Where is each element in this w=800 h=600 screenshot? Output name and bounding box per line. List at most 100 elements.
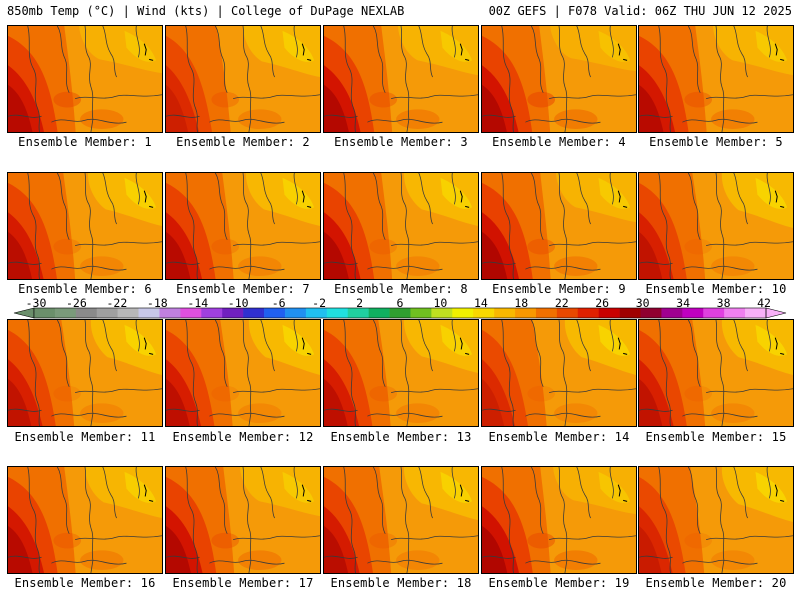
colorbar-swatch <box>577 308 599 318</box>
colorbar-tick-label: 6 <box>396 296 404 310</box>
colorbar-tick-label: -30 <box>25 296 47 310</box>
colorbar-swatch <box>452 308 474 318</box>
ensemble-member-map <box>323 466 479 574</box>
colorbar-swatch <box>640 308 662 318</box>
colorbar-swatch <box>410 308 432 318</box>
ensemble-member-map <box>165 319 321 427</box>
colorbar-swatch <box>724 308 746 318</box>
ensemble-member-label: Ensemble Member: 7 <box>176 282 310 296</box>
colorbar-tick-label: 10 <box>433 296 448 310</box>
colorbar-tick-label: -18 <box>146 296 168 310</box>
colorbar-swatch <box>661 308 683 318</box>
colorbar-tick-label: -22 <box>106 296 128 310</box>
ensemble-member-label: Ensemble Member: 8 <box>334 282 468 296</box>
ensemble-member-map <box>481 319 637 427</box>
ensemble-member-map <box>481 172 637 280</box>
colorbar-swatch <box>431 308 453 318</box>
ensemble-member-label: Ensemble Member: 16 <box>14 576 156 590</box>
ensemble-member-map <box>7 466 163 574</box>
ensemble-member-label: Ensemble Member: 9 <box>492 282 626 296</box>
colorbar-swatch <box>138 308 160 318</box>
ensemble-member-map <box>165 25 321 133</box>
ensemble-member-map <box>165 466 321 574</box>
colorbar-swatch <box>535 308 558 318</box>
ensemble-member-map <box>481 466 637 574</box>
ensemble-member-label: Ensemble Member: 13 <box>330 430 472 444</box>
ensemble-member-label: Ensemble Member: 10 <box>645 282 787 296</box>
colorbar-swatch <box>54 308 77 318</box>
colorbar-tick-label: -6 <box>271 296 286 310</box>
colorbar-tick-label: 38 <box>716 296 731 310</box>
ensemble-member-map <box>165 172 321 280</box>
colorbar-swatch <box>34 308 56 318</box>
ensemble-member-label: Ensemble Member: 5 <box>649 135 783 149</box>
colorbar-swatch <box>619 308 641 318</box>
colorbar-swatch <box>494 308 516 318</box>
ensemble-member-label: Ensemble Member: 12 <box>172 430 314 444</box>
colorbar-swatch <box>515 308 537 318</box>
ensemble-member-label: Ensemble Member: 1 <box>18 135 152 149</box>
chart-title: 850mb Temp (°C) | Wind (kts) | College o… <box>7 4 405 18</box>
ensemble-member-map <box>638 319 794 427</box>
colorbar-tick-labels: -30 -26 -22 -18 -14 -10 -6 -2 2 6 10 14 18 22 26 30 34 38… <box>0 297 800 310</box>
colorbar-min-arrow <box>13 307 35 319</box>
ensemble-member-label: Ensemble Member: 2 <box>176 135 310 149</box>
ensemble-member-map <box>323 25 479 133</box>
run-valid-time: 00Z GEFS | F078 Valid: 06Z THU JUN 12 20… <box>488 4 792 18</box>
ensemble-member-label: Ensemble Member: 17 <box>172 576 314 590</box>
temperature-colorbar <box>13 307 787 319</box>
colorbar-swatch <box>326 308 349 318</box>
ensemble-member-map <box>7 25 163 133</box>
colorbar-swatch <box>745 308 767 318</box>
colorbar-swatch <box>473 308 495 318</box>
ensemble-member-label: Ensemble Member: 19 <box>488 576 630 590</box>
colorbar-swatch <box>222 308 244 318</box>
ensemble-member-label: Ensemble Member: 3 <box>334 135 468 149</box>
colorbar-tick-label: 22 <box>554 296 569 310</box>
colorbar-tick-label: -2 <box>312 296 327 310</box>
colorbar-swatch <box>284 308 307 318</box>
ensemble-member-label: Ensemble Member: 11 <box>14 430 156 444</box>
ensemble-member-map <box>323 172 479 280</box>
colorbar-tick-label: 30 <box>635 296 650 310</box>
ensemble-member-map <box>638 466 794 574</box>
ensemble-member-label: Ensemble Member: 6 <box>18 282 152 296</box>
colorbar-tick-label: -14 <box>187 296 209 310</box>
colorbar-swatch <box>117 308 139 318</box>
ensemble-member-map <box>638 172 794 280</box>
ensemble-member-map <box>7 319 163 427</box>
colorbar-tick-label: 42 <box>757 296 771 310</box>
colorbar-swatch <box>598 308 620 318</box>
colorbar-swatch <box>96 308 118 318</box>
colorbar-swatch <box>201 308 223 318</box>
ensemble-member-label: Ensemble Member: 15 <box>645 430 787 444</box>
colorbar-swatch <box>75 308 98 318</box>
colorbar-swatch <box>389 308 411 318</box>
ensemble-member-map <box>7 172 163 280</box>
ensemble-member-label: Ensemble Member: 4 <box>492 135 626 149</box>
colorbar-tick-label: 26 <box>595 296 610 310</box>
colorbar-tick-label: 14 <box>473 296 488 310</box>
colorbar-outline <box>33 307 767 319</box>
ensemble-member-map <box>481 25 637 133</box>
colorbar-swatch <box>159 308 181 318</box>
ensemble-member-label: Ensemble Member: 18 <box>330 576 472 590</box>
colorbar-tick-label: -26 <box>66 296 87 310</box>
colorbar-swatch <box>243 308 265 318</box>
colorbar-swatch <box>305 308 328 318</box>
colorbar-swatch <box>682 308 704 318</box>
ensemble-member-label: Ensemble Member: 20 <box>645 576 787 590</box>
colorbar-tick-label: -10 <box>227 296 249 310</box>
colorbar-tick-label: 2 <box>356 296 364 310</box>
colorbar-max-arrow <box>765 307 787 319</box>
colorbar-swatch <box>368 308 390 318</box>
colorbar-swatch <box>264 308 286 318</box>
colorbar-tick-label: 18 <box>514 296 529 310</box>
ensemble-member-map <box>323 319 479 427</box>
colorbar-swatch <box>703 308 725 318</box>
colorbar-swatch <box>180 308 202 318</box>
colorbar-swatch <box>556 308 579 318</box>
colorbar-swatch <box>347 308 369 318</box>
ensemble-member-label: Ensemble Member: 14 <box>488 430 630 444</box>
ensemble-member-map <box>638 25 794 133</box>
